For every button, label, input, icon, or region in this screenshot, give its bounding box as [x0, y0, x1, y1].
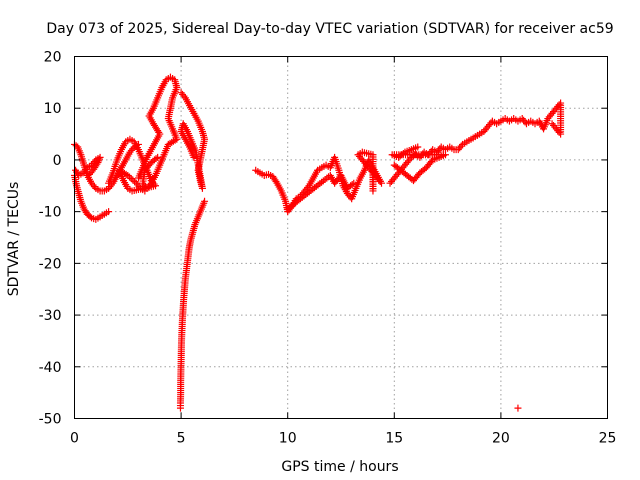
y-tick-label: 20 [44, 50, 62, 66]
y-tick-label: -40 [39, 360, 62, 376]
y-tick-label: 0 [53, 153, 62, 169]
x-tick-label: 25 [599, 431, 617, 447]
y-tick-label: -50 [39, 412, 62, 428]
x-tick-label: 0 [70, 431, 79, 447]
chart: Day 073 of 2025, Sidereal Day-to-day VTE… [0, 0, 640, 480]
x-axis-label: GPS time / hours [281, 459, 398, 475]
y-axis-label: SDTVAR / TECUs [6, 182, 22, 297]
chart-background [0, 0, 640, 480]
x-tick-label: 20 [492, 431, 510, 447]
x-tick-label: 15 [385, 431, 403, 447]
y-tick-label: -10 [39, 205, 62, 221]
y-tick-label: -30 [39, 308, 62, 324]
y-tick-label: -20 [39, 256, 62, 272]
x-tick-label: 5 [177, 431, 186, 447]
chart-title: Day 073 of 2025, Sidereal Day-to-day VTE… [46, 21, 613, 37]
x-tick-label: 10 [279, 431, 297, 447]
y-tick-label: 10 [44, 101, 62, 117]
